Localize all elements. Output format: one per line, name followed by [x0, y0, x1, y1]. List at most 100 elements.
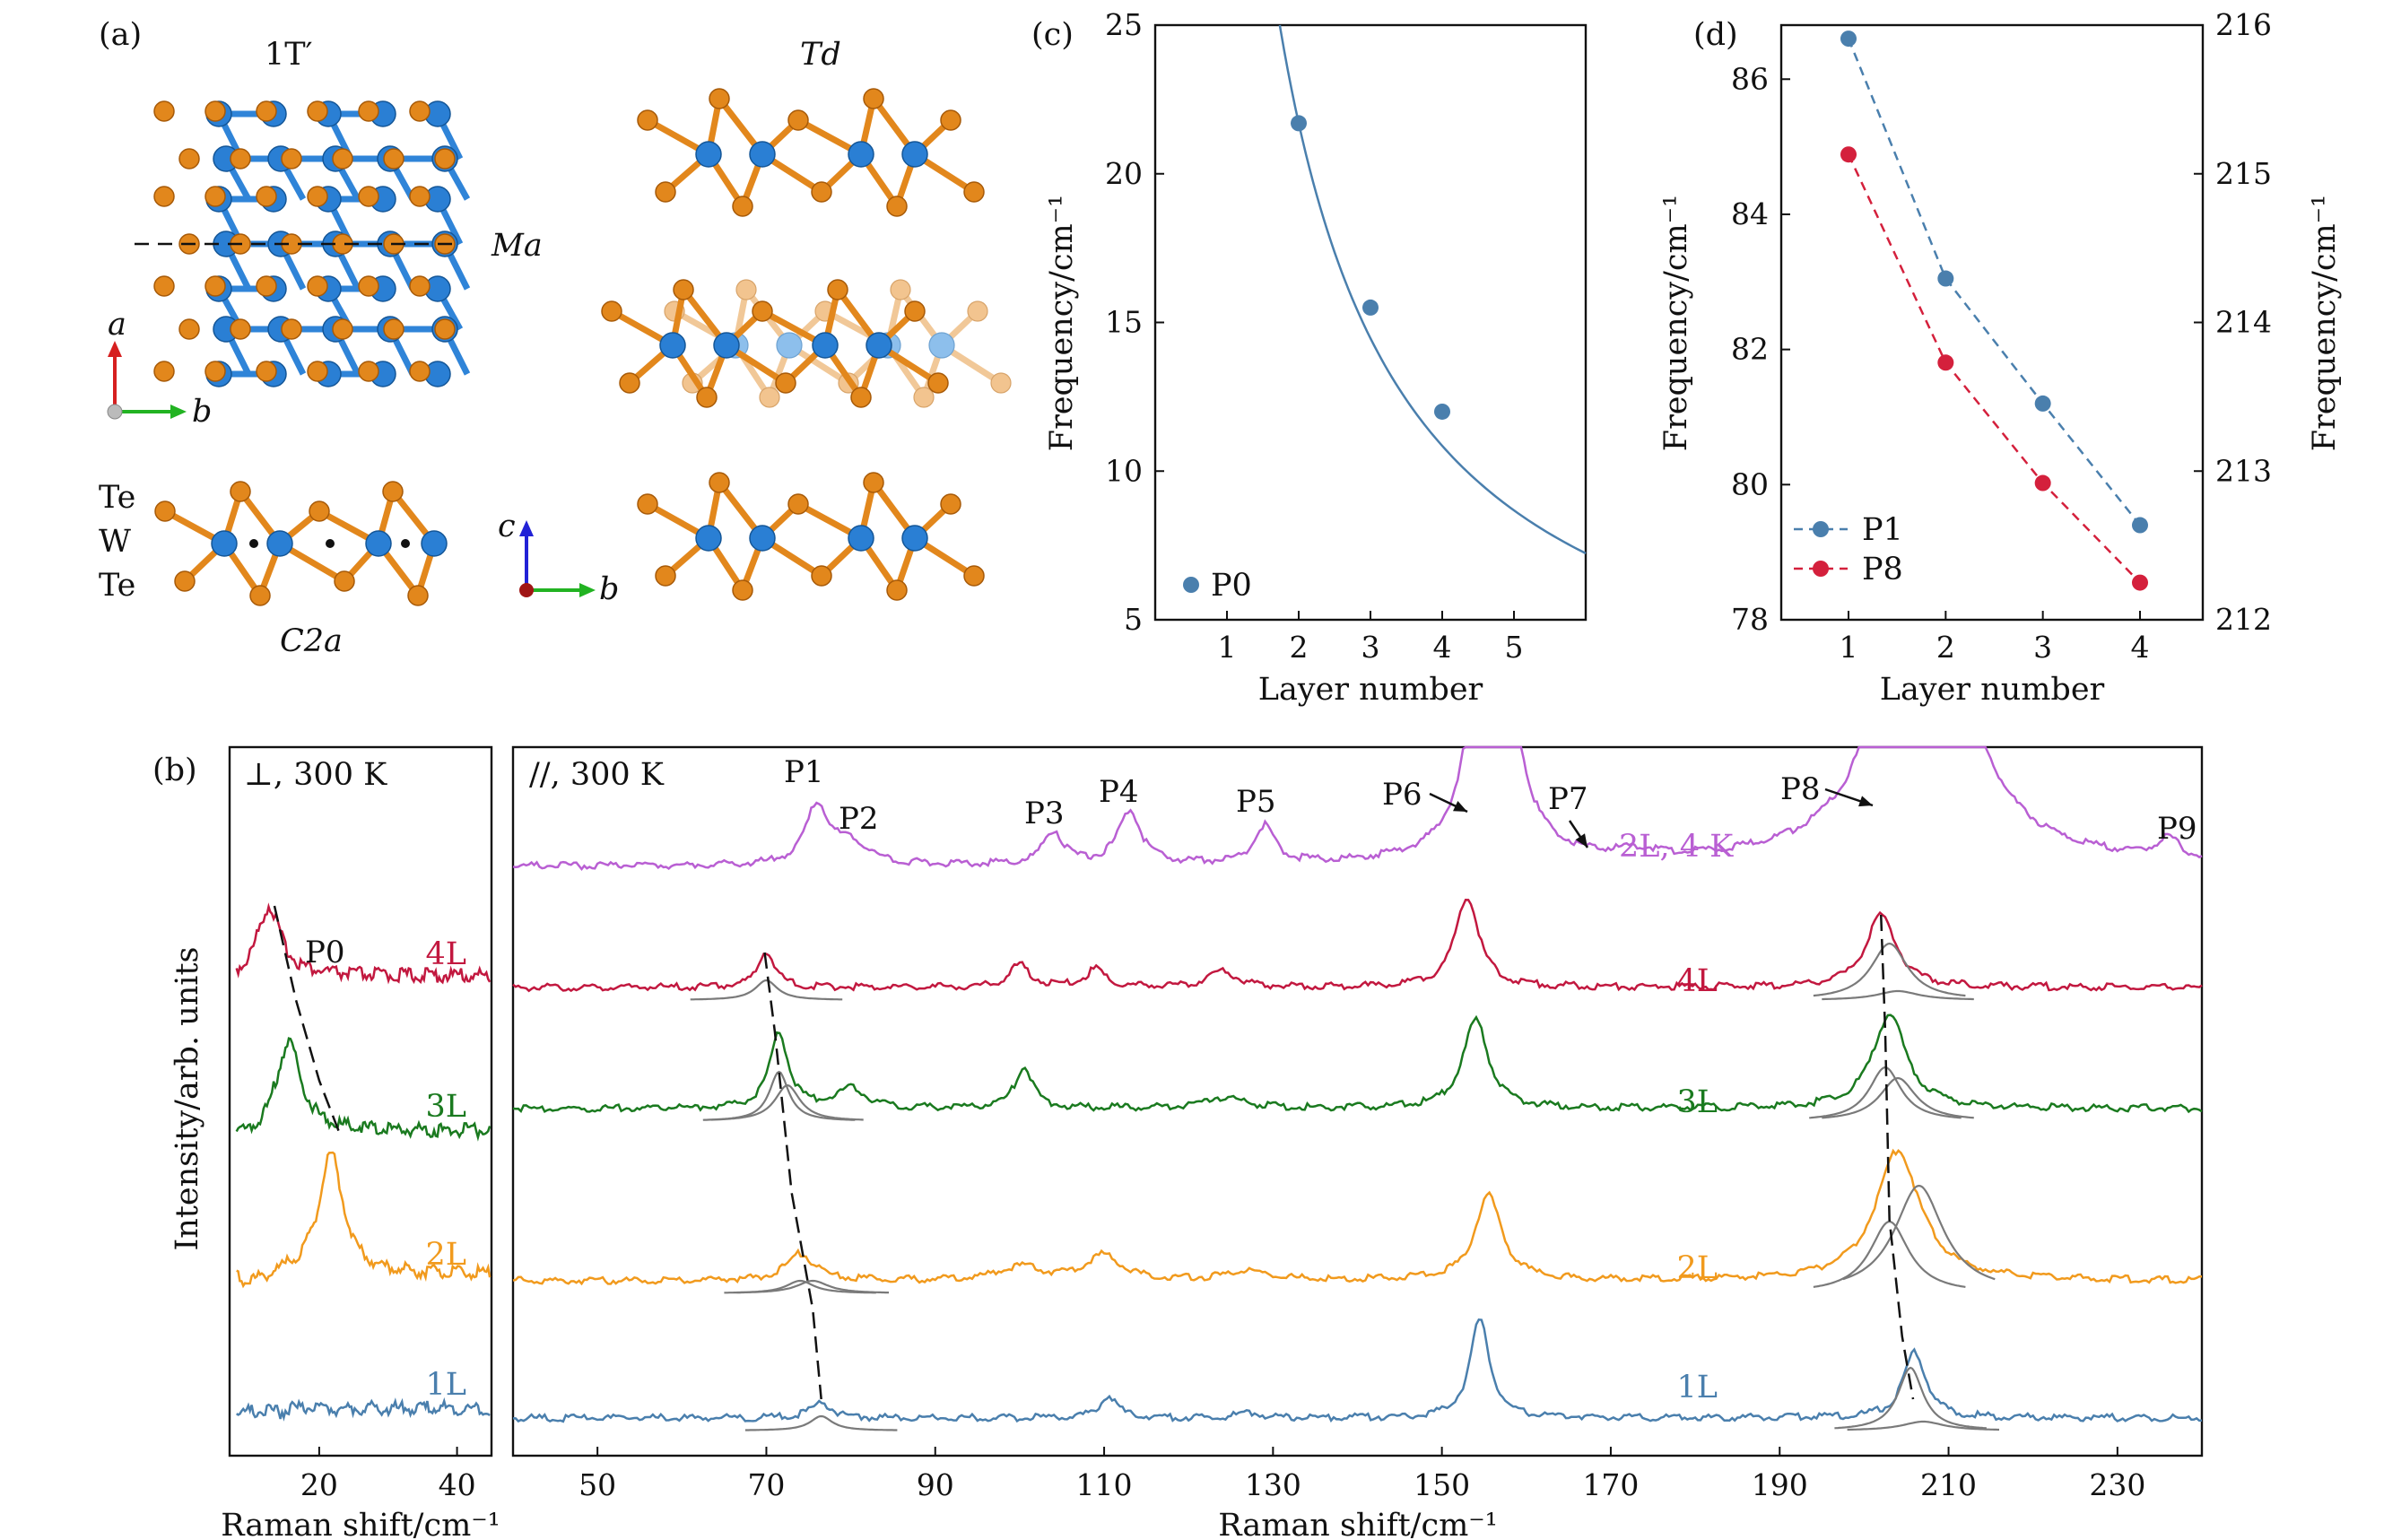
atom-te [281, 148, 302, 170]
x-tick-label: 4 [1433, 630, 1452, 665]
x-axis-label-b-left: Raman shift/cm⁻¹ [221, 1508, 500, 1540]
atom-te [709, 472, 730, 493]
panel-label-b: (b) [152, 753, 197, 788]
y-tick-label: 20 [1105, 156, 1143, 191]
atom-te [863, 88, 884, 109]
y-right-tick-label: 212 [2215, 602, 2272, 637]
atom-te [204, 100, 226, 122]
fit-component [711, 1083, 864, 1121]
x-tick-label: 3 [1361, 630, 1380, 665]
p7-arrow-head [1575, 833, 1588, 848]
atom-te [434, 318, 456, 340]
atom-te [655, 181, 676, 203]
y-axis-label-d: Frequency/cm⁻¹ [1658, 195, 1694, 451]
spectrum-3 [512, 1148, 2202, 1286]
fit-component [1822, 1076, 1974, 1119]
title-b-left: ⊥, 300 K [244, 757, 387, 793]
atom-te [230, 148, 251, 170]
y-axis-right-label-d: Frequency/cm⁻¹ [2307, 195, 2343, 451]
atom-te [940, 493, 961, 515]
x-tick-label: 1 [1218, 630, 1237, 665]
legend-marker [1183, 577, 1199, 593]
data-point [2034, 474, 2051, 492]
x-tick-label: 40 [439, 1467, 476, 1502]
spectrum-2l [236, 1151, 492, 1289]
phase-label-1t: 1T′ [265, 37, 313, 73]
atom-te [154, 500, 176, 522]
mirror-label: Ma [491, 228, 543, 264]
peak-label-p4: P4 [1099, 774, 1139, 810]
atom-te [759, 387, 780, 408]
atom-te [153, 186, 175, 207]
atom-te [383, 148, 405, 170]
atom-te [696, 387, 718, 408]
atom-te [409, 361, 431, 382]
x-tick-label: 2 [1290, 630, 1309, 665]
atom-te [307, 361, 328, 382]
trace-label: 2L [1676, 1250, 1718, 1286]
panel-a: (a) 1T′ Td Ma a b Te W Te C2a [99, 17, 1012, 659]
atom-te [309, 500, 330, 522]
atom-te [963, 181, 985, 203]
atom-te [407, 585, 429, 606]
peak-label-p1: P1 [784, 754, 824, 790]
x-tick-label: 20 [300, 1467, 338, 1502]
atom-w [211, 530, 238, 557]
trace-label: 1L [1676, 1370, 1718, 1405]
trace-label-4k: 2L, 4 K [1619, 829, 1734, 865]
atom-te [358, 186, 379, 207]
data-point [2132, 574, 2148, 591]
trace-label: 3L [425, 1089, 466, 1125]
atom-te [153, 361, 175, 382]
trace-label: 3L [1676, 1084, 1718, 1120]
fit-component [1847, 1420, 1999, 1431]
atom-te [890, 279, 911, 300]
atom-te [230, 481, 251, 502]
atom-te [307, 100, 328, 122]
atom-te [967, 300, 988, 322]
atom-te [153, 275, 175, 297]
atom-te [735, 279, 757, 300]
y-tick-label: 86 [1731, 61, 1769, 96]
atom-w [695, 141, 722, 168]
panel-c: (c) 1 2 3 4 5 5 10 15 20 25 P0 Layer number Frequ… [1031, 7, 1588, 708]
fit-curve [1278, 24, 1587, 555]
atom-te [204, 275, 226, 297]
atom-te [850, 387, 872, 408]
y-tick-label: 10 [1105, 453, 1143, 488]
fit-component [736, 1279, 889, 1294]
x-tick-label: 70 [747, 1467, 785, 1502]
x-tick-label: 50 [579, 1467, 616, 1502]
series-line-p1 [1847, 38, 2141, 526]
panel-label-c: (c) [1031, 17, 1074, 53]
atom-w [812, 332, 839, 359]
y-right-tick-label: 213 [2215, 453, 2272, 488]
atom-te [358, 100, 379, 122]
x-tick-label: 2 [1936, 630, 1955, 665]
atom-te [752, 300, 773, 322]
spectrum-3l [235, 1037, 492, 1142]
atom-w [901, 141, 928, 168]
axes-b-left: 20 40 [300, 1447, 476, 1502]
p8-arrow-head [1858, 796, 1873, 807]
data-point [1937, 270, 1954, 287]
atom-te [619, 372, 640, 394]
x-tick-label: 4 [2131, 630, 2150, 665]
peak-label-p9: P9 [2157, 811, 2197, 847]
x-tick-label: 170 [1582, 1467, 1639, 1502]
atom-te [307, 275, 328, 297]
panel-label-a: (a) [99, 17, 142, 53]
data-point [1362, 299, 1379, 316]
atom-te [249, 585, 271, 606]
axis-a-label: a [108, 307, 126, 343]
x-tick-label: 110 [1076, 1467, 1133, 1502]
peak-label-p7: P7 [1548, 781, 1588, 817]
atom-te [409, 186, 431, 207]
p6-arrow-head [1453, 801, 1467, 812]
spectrum-2 [512, 1014, 2203, 1114]
y-tick-label: 5 [1124, 602, 1143, 637]
fit-component [744, 1414, 898, 1431]
